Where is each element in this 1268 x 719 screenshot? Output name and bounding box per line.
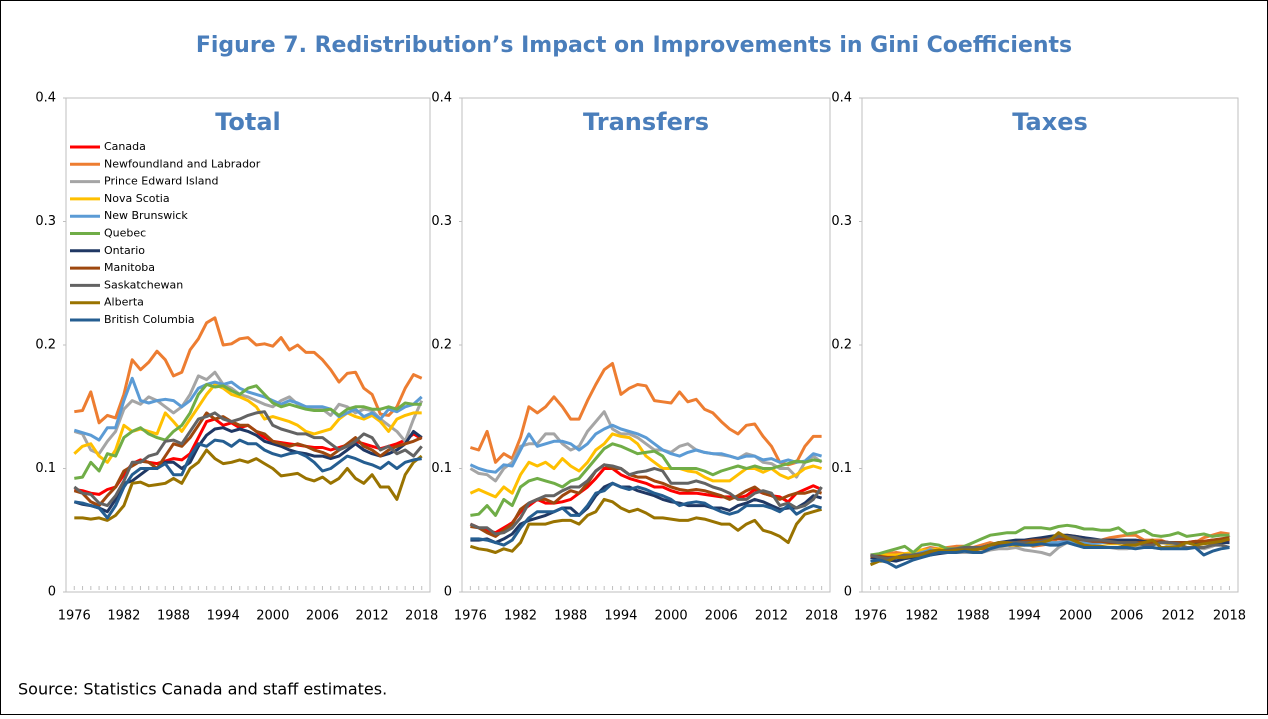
series-line — [470, 442, 822, 517]
x-tick-label: 2018 — [1213, 609, 1246, 624]
series-line — [469, 432, 823, 499]
legend-label: Newfoundland and Labrador — [104, 157, 261, 170]
y-tick-label: 0.3 — [431, 214, 452, 229]
legend-label: Alberta — [104, 296, 144, 309]
x-tick-label: 2012 — [755, 609, 788, 624]
series-line — [74, 438, 422, 520]
x-tick-label: 1982 — [107, 609, 140, 624]
y-tick-label: 0 — [844, 585, 852, 600]
x-tick-label: 2012 — [1162, 609, 1195, 624]
y-tick-label: 0 — [444, 585, 452, 600]
figure-title: Figure 7. Redistribution’s Impact on Imp… — [196, 33, 1072, 58]
y-tick-label: 0.2 — [431, 338, 452, 353]
legend-label: Manitoba — [104, 261, 155, 274]
x-tick-label: 2000 — [1059, 609, 1092, 624]
legend-label: Ontario — [104, 244, 145, 257]
x-tick-label: 1976 — [454, 609, 487, 624]
series-line — [469, 410, 823, 483]
x-tick-label: 1988 — [957, 609, 990, 624]
source-note: Source: Statistics Canada and staff esti… — [18, 680, 387, 699]
panel-title: Taxes — [1012, 108, 1088, 136]
x-tick-label: 1994 — [604, 609, 637, 624]
panel-title: Total — [215, 108, 281, 136]
legend-label: British Columbia — [104, 313, 195, 326]
x-tick-label: 1988 — [554, 609, 587, 624]
y-tick-label: 0.1 — [35, 461, 56, 476]
y-tick-label: 0.2 — [35, 338, 56, 353]
x-tick-label: 2006 — [1110, 609, 1143, 624]
y-tick-label: 0.3 — [35, 214, 56, 229]
y-tick-label: 0.1 — [831, 461, 852, 476]
x-tick-label: 2018 — [405, 609, 438, 624]
series-line — [469, 497, 823, 554]
y-tick-label: 0.3 — [831, 214, 852, 229]
series-line — [469, 423, 823, 474]
legend-label: Quebec — [104, 227, 146, 240]
x-tick-label: 2006 — [705, 609, 738, 624]
series-line — [74, 316, 423, 425]
y-tick-label: 0.2 — [831, 338, 852, 353]
legend-label: New Brunswick — [104, 209, 188, 222]
y-tick-label: 0.1 — [431, 461, 452, 476]
series-line — [469, 463, 823, 536]
x-tick-label: 1982 — [905, 609, 938, 624]
y-tick-label: 0.4 — [831, 91, 852, 106]
y-tick-label: 0 — [48, 585, 56, 600]
series-line — [73, 411, 423, 508]
x-tick-label: 2006 — [306, 609, 339, 624]
series-line — [73, 426, 423, 514]
x-tick-label: 2012 — [356, 609, 389, 624]
legend-label: Prince Edward Island — [104, 175, 219, 188]
x-tick-label: 1994 — [1008, 609, 1041, 624]
x-tick-label: 1976 — [854, 609, 887, 624]
x-tick-label: 2000 — [256, 609, 289, 624]
y-tick-label: 0.4 — [35, 91, 56, 106]
series-line — [73, 370, 424, 456]
series-line — [870, 523, 1230, 557]
x-tick-label: 1982 — [504, 609, 537, 624]
legend-label: Nova Scotia — [104, 192, 170, 205]
legend-label: Canada — [104, 140, 146, 153]
series-line — [470, 481, 823, 545]
x-tick-label: 2018 — [805, 609, 838, 624]
x-tick-label: 1994 — [207, 609, 240, 624]
series-line — [74, 448, 423, 522]
y-tick-label: 0.4 — [431, 91, 452, 106]
series-line — [74, 383, 422, 480]
x-tick-label: 1988 — [157, 609, 190, 624]
legend-label: Saskatchewan — [104, 278, 183, 291]
series-line — [470, 481, 823, 547]
x-tick-label: 1976 — [58, 609, 91, 624]
x-tick-label: 2000 — [655, 609, 688, 624]
series-line — [870, 541, 1230, 569]
panel-title: Transfers — [583, 108, 709, 136]
series-line — [73, 410, 423, 508]
series-line — [73, 376, 423, 442]
series-line — [469, 362, 822, 467]
